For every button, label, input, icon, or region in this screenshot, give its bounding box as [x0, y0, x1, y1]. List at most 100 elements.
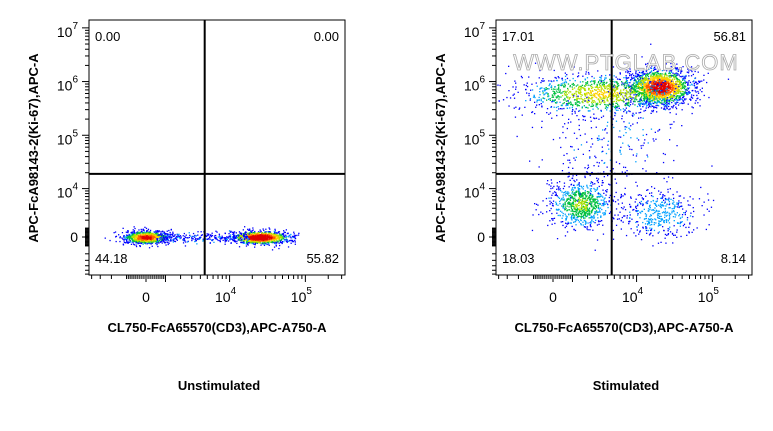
event-point	[266, 244, 267, 245]
event-point	[623, 99, 624, 100]
event-point	[262, 232, 263, 233]
event-point	[662, 100, 663, 101]
event-point	[579, 86, 580, 87]
event-point	[696, 91, 697, 92]
event-point	[654, 77, 655, 78]
event-point	[667, 108, 668, 109]
event-point	[624, 93, 625, 94]
event-point	[287, 233, 288, 234]
event-point	[703, 79, 704, 80]
event-point	[284, 232, 285, 233]
event-point	[701, 81, 702, 82]
event-point	[515, 89, 516, 90]
event-point	[623, 121, 624, 122]
event-point	[663, 109, 664, 110]
event-point	[130, 241, 131, 242]
event-point	[541, 99, 542, 100]
event-point	[258, 233, 259, 234]
event-point	[704, 95, 705, 96]
event-point	[678, 81, 679, 82]
event-point	[649, 83, 650, 84]
event-point	[548, 99, 549, 100]
event-point	[157, 230, 158, 231]
event-point	[162, 242, 163, 243]
event-point	[651, 100, 652, 101]
event-point	[245, 232, 246, 233]
event-point	[519, 107, 520, 108]
event-point	[642, 76, 643, 77]
event-point	[556, 110, 557, 111]
event-point	[570, 102, 571, 103]
event-point	[539, 104, 540, 105]
event-point	[597, 92, 598, 93]
event-point	[614, 84, 615, 85]
event-point	[609, 83, 610, 84]
event-point	[562, 115, 563, 116]
event-point	[250, 231, 251, 232]
event-point	[596, 97, 597, 98]
event-point	[587, 107, 588, 108]
event-point	[291, 243, 292, 244]
event-point	[231, 242, 232, 243]
event-point	[667, 94, 668, 95]
event-point	[250, 232, 251, 233]
event-point	[674, 95, 675, 96]
event-point	[654, 93, 655, 94]
event-point	[640, 117, 641, 118]
event-point	[584, 105, 585, 106]
event-point	[630, 93, 631, 94]
event-point	[659, 79, 660, 80]
event-point	[274, 247, 275, 248]
event-point	[524, 84, 525, 85]
event-point	[639, 112, 640, 113]
event-point	[663, 105, 664, 106]
event-point	[656, 111, 657, 112]
event-point	[638, 87, 639, 88]
event-point	[174, 235, 175, 236]
event-point	[198, 238, 199, 239]
event-point	[643, 93, 644, 94]
event-point	[621, 84, 622, 85]
event-point	[680, 91, 681, 92]
event-point	[676, 108, 677, 109]
event-point	[650, 44, 651, 45]
event-point	[643, 110, 644, 111]
event-point	[515, 83, 516, 84]
event-point	[589, 104, 590, 105]
event-point	[222, 236, 223, 237]
event-point	[559, 102, 560, 103]
event-point	[164, 232, 165, 233]
event-point	[279, 239, 280, 240]
event-point	[621, 100, 622, 101]
event-point	[629, 82, 630, 83]
event-point	[676, 95, 677, 96]
event-point	[140, 237, 141, 238]
event-point	[657, 86, 658, 87]
event-point	[646, 94, 647, 95]
event-point	[687, 83, 688, 84]
event-point	[688, 91, 689, 92]
event-point	[180, 237, 181, 238]
event-point	[150, 232, 151, 233]
event-point	[250, 240, 251, 241]
event-point	[236, 241, 237, 242]
event-point	[665, 88, 666, 89]
event-point	[141, 243, 142, 244]
event-point	[682, 97, 683, 98]
event-point	[657, 82, 658, 83]
event-point	[659, 95, 660, 96]
event-point	[169, 237, 170, 238]
event-point	[702, 88, 703, 89]
event-point	[183, 242, 184, 243]
event-point	[530, 98, 531, 99]
event-point	[150, 237, 151, 238]
event-point	[636, 113, 637, 114]
event-point	[682, 79, 683, 80]
event-point	[575, 92, 576, 93]
event-point	[594, 89, 595, 90]
event-point	[194, 241, 195, 242]
event-point	[626, 92, 627, 93]
event-point	[620, 92, 621, 93]
event-point	[552, 97, 553, 98]
event-point	[286, 241, 287, 242]
